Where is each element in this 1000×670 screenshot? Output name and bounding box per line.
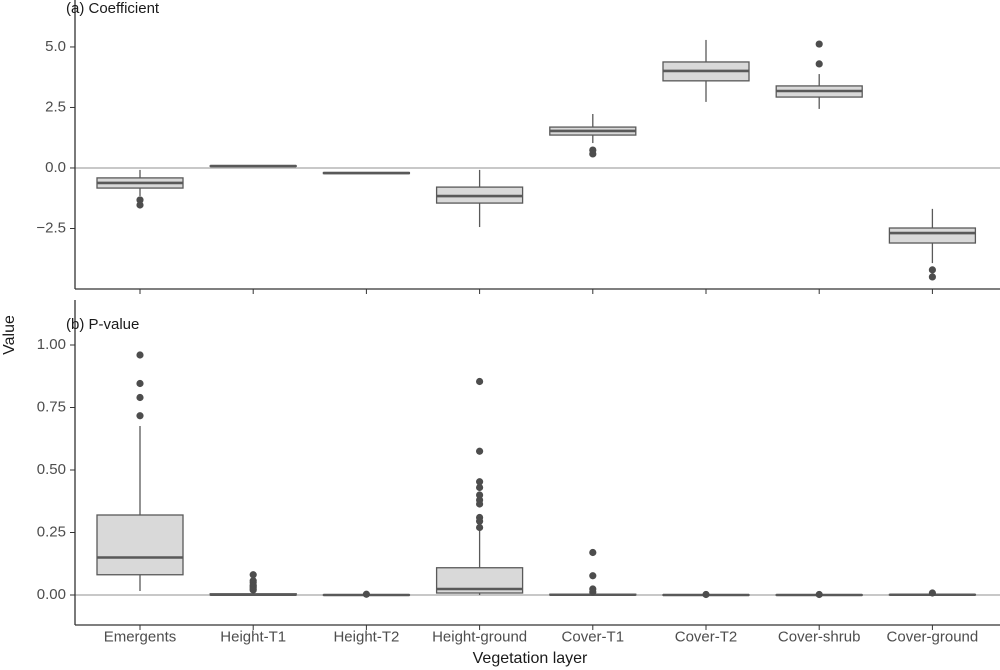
outlier xyxy=(928,266,937,274)
x-tick-label: Cover-ground xyxy=(887,628,979,645)
outlier xyxy=(136,201,144,209)
x-tick-label: Height-T2 xyxy=(333,628,399,645)
outlier xyxy=(928,589,937,597)
outlier xyxy=(136,379,144,388)
x-tick-label: Cover-T2 xyxy=(675,628,738,645)
y-tick-label: 1.00 xyxy=(37,336,66,353)
x-tick-label: Cover-T1 xyxy=(562,628,625,645)
outlier xyxy=(136,412,144,420)
x-tick-label: Cover-shrub xyxy=(778,628,861,645)
outlier xyxy=(136,393,144,402)
y-tick-label: 0.50 xyxy=(37,461,66,478)
outlier xyxy=(589,572,597,580)
y-axis-title: Value xyxy=(1,315,18,355)
outlier xyxy=(476,478,484,486)
outlier xyxy=(476,491,484,499)
box xyxy=(96,514,184,576)
outlier xyxy=(815,60,823,68)
y-tick-label: 0.00 xyxy=(37,586,66,603)
outlier xyxy=(249,571,257,579)
outlier xyxy=(476,517,484,525)
outlier xyxy=(136,351,144,359)
outlier xyxy=(476,523,484,532)
outlier xyxy=(476,483,484,492)
panel-title: (b) P-value xyxy=(66,316,139,333)
outlier xyxy=(702,590,710,599)
outlier xyxy=(362,590,370,598)
x-tick-label: Height-T1 xyxy=(220,628,286,645)
y-tick-label: 0.0 xyxy=(45,159,66,176)
y-tick-label: 0.75 xyxy=(37,398,66,415)
outlier xyxy=(589,548,597,557)
outlier xyxy=(476,377,484,386)
outlier xyxy=(476,500,484,508)
y-tick-label: 2.5 xyxy=(45,98,66,115)
y-tick-label: 5.0 xyxy=(45,38,66,55)
outlier xyxy=(815,590,823,599)
panel-title: (a) Coefficient xyxy=(66,0,160,17)
outlier xyxy=(476,447,484,455)
outlier xyxy=(589,588,597,596)
outlier xyxy=(928,273,937,281)
outlier xyxy=(249,586,257,594)
y-tick-label: 0.25 xyxy=(37,523,66,540)
y-tick-label: −2.5 xyxy=(36,219,66,236)
outlier xyxy=(589,150,597,158)
outlier xyxy=(136,196,144,204)
x-tick-label: Height-ground xyxy=(432,628,527,645)
x-axis-title: Vegetation layer xyxy=(473,650,588,667)
outlier xyxy=(815,40,823,48)
x-tick-label: Emergents xyxy=(104,628,177,645)
box xyxy=(888,227,977,244)
